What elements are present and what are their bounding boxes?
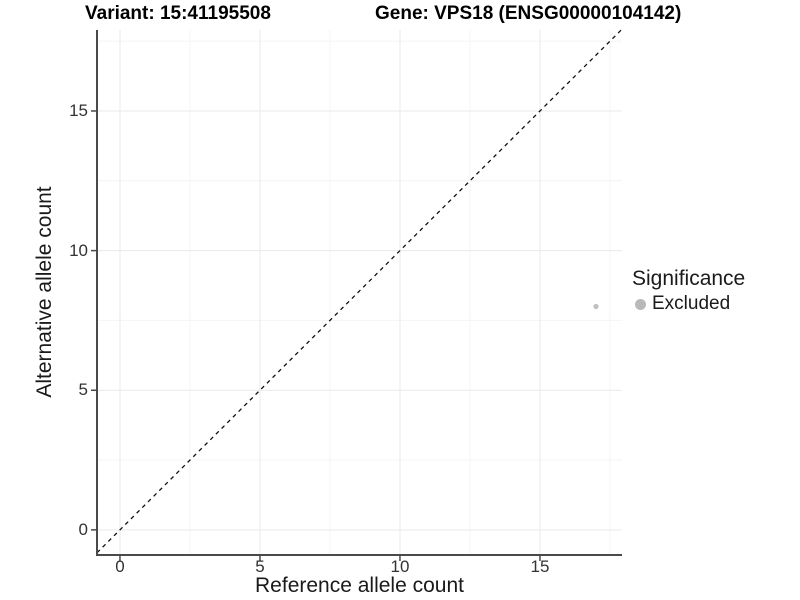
y-tick-label: 5	[78, 380, 88, 400]
data-point	[593, 303, 599, 310]
x-tick-label: 0	[115, 557, 125, 576]
y-axis-title: Alternative allele count	[33, 186, 56, 398]
y-tick-label: 15	[69, 100, 88, 120]
legend-entry-label: Excluded	[652, 293, 731, 314]
legend-entry-excluded: Excluded	[632, 293, 745, 315]
legend-point-icon	[635, 298, 646, 310]
identity-line	[96, 29, 622, 554]
x-tick-label: 10	[390, 557, 410, 576]
x-tick-label: 5	[255, 557, 265, 576]
variant-title: Variant: 15:41195508	[85, 3, 271, 24]
gene-title: Gene: VPS18 (ENSG00000104142)	[375, 3, 682, 24]
legend: Significance Excluded	[632, 267, 745, 315]
y-tick-label: 0	[78, 519, 88, 539]
y-tick-label: 10	[69, 240, 88, 260]
x-tick-label: 15	[530, 557, 550, 576]
legend-title: Significance	[632, 267, 746, 290]
x-axis-title: Reference allele count	[255, 574, 464, 597]
